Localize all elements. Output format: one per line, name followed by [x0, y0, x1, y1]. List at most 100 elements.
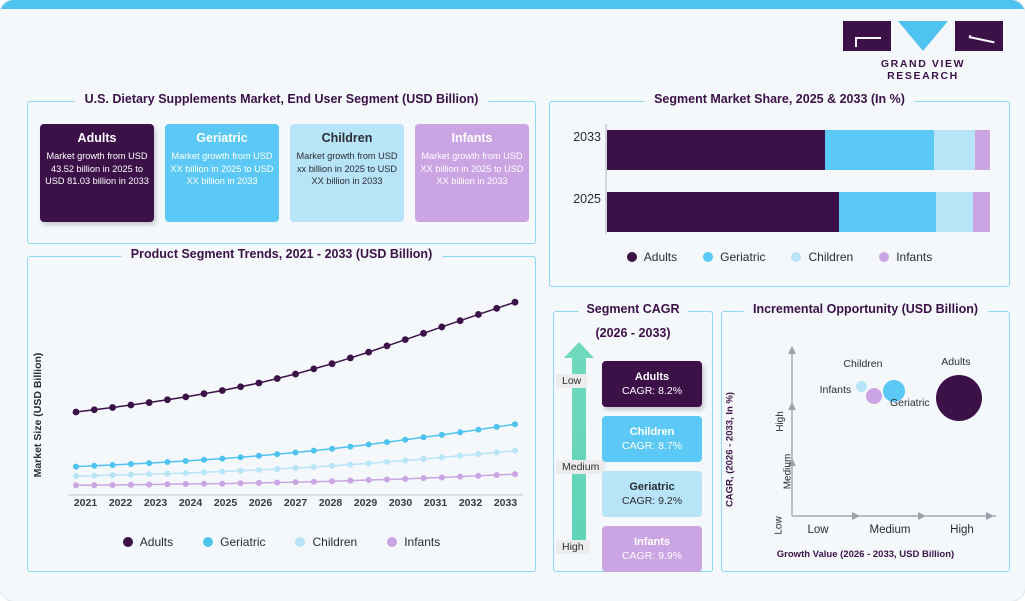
trend-line-geriatric: [75, 423, 516, 468]
opportunity-bubble-geriatric: [883, 380, 905, 403]
opportunity-x-tick-low: Low: [807, 524, 829, 536]
trend-point-adults: [145, 399, 153, 406]
cagr-scale-low: Low: [556, 374, 588, 388]
trend-point-adults: [456, 317, 464, 325]
trend-point-children: [182, 469, 189, 476]
trend-point-children: [457, 452, 464, 459]
trend-point-adults: [164, 396, 171, 404]
trend-x-tick: 2023: [143, 497, 168, 509]
trend-point-infants: [274, 479, 281, 486]
cagr-box-infants-name: Infants: [633, 536, 671, 548]
opportunity-x-tick-high: High: [950, 524, 974, 536]
logo-wordmark: GRAND VIEW RESEARCH: [880, 58, 966, 82]
opportunity-bubble-label-infants: Infants: [819, 384, 852, 397]
opportunity-x-arrow-icon-0: [852, 512, 860, 520]
trend-point-adults: [328, 360, 336, 368]
logo-marks: [843, 20, 1003, 52]
trend-point-adults: [273, 375, 281, 382]
trend-x-axis: 2021 2022 2023 2024 2025 2026 2027 2028 2029 2030…: [68, 497, 523, 509]
share-bar-label-2033: 2033: [573, 130, 601, 144]
share-legend-item-adults: Adults: [626, 250, 678, 264]
legend-label: Children: [808, 250, 854, 264]
opportunity-y-tick-medium: Medium: [782, 453, 794, 490]
share-segment-adults-2033: [607, 130, 826, 170]
trend-point-infants: [127, 481, 134, 488]
cagr-arrow-up-icon: [564, 342, 594, 358]
trend-x-tick: 2029: [353, 497, 378, 509]
trend-point-children: [127, 471, 134, 478]
trend-point-geriatric: [91, 462, 98, 469]
trend-point-infants: [182, 481, 189, 488]
trend-x-tick: 2026: [248, 497, 273, 509]
share-segment-infants-2025: [972, 192, 990, 232]
legend-label: Infants: [896, 250, 933, 264]
trend-point-infants: [201, 480, 208, 487]
trend-point-adults: [493, 304, 501, 312]
trend-point-children: [73, 473, 79, 480]
end-user-card-list: Adults Market growth from USD 43.52 bill…: [40, 124, 529, 222]
trend-legend-item-geriatric: Geriatric: [203, 535, 265, 549]
card-adults: Adults Market growth from USD 43.52 bill…: [40, 124, 154, 222]
trend-point-geriatric: [237, 454, 244, 461]
card-geriatric: Geriatric Market growth from USD XX bill…: [165, 124, 279, 222]
share-legend-item-geriatric: Geriatric: [703, 250, 765, 264]
trend-legend-item-infants: Infants: [387, 535, 440, 549]
opportunity-x-arrow-icon-2: [986, 512, 994, 520]
legend-dot-icon: [387, 537, 398, 547]
trend-point-children: [91, 472, 98, 479]
trend-point-geriatric: [402, 436, 409, 443]
trend-point-adults: [420, 329, 427, 337]
trend-point-infants: [73, 482, 79, 489]
legend-label: Geriatric: [220, 535, 266, 549]
opportunity-axes: [788, 346, 996, 520]
segment-market-share-panel: Segment Market Share, 2025 & 2033 (In %)…: [549, 92, 1010, 287]
logo-letter-v-icon: [898, 21, 948, 51]
trend-point-adults: [255, 379, 263, 387]
opportunity-bubble-adults: [936, 374, 983, 421]
cagr-scale-medium: Medium: [556, 460, 606, 474]
trend-point-adults: [346, 354, 354, 362]
trend-point-adults: [475, 311, 482, 318]
trend-point-adults: [401, 336, 409, 344]
trend-point-geriatric: [438, 431, 445, 438]
trend-x-tick: 2032: [458, 497, 483, 509]
trend-point-infants: [457, 473, 464, 480]
trend-x-tick: 2025: [213, 497, 238, 509]
cagr-box-geriatric: Geriatric CAGR: 9.2%: [602, 471, 702, 517]
trend-point-children: [292, 465, 299, 472]
trend-point-geriatric: [310, 447, 317, 454]
trend-x-tick: 2033: [493, 497, 518, 509]
share-bar-chart: 2033 2025: [573, 124, 990, 234]
trend-point-adults: [237, 383, 245, 391]
product-segment-trends-panel: Product Segment Trends, 2021 - 2033 (USD…: [27, 247, 536, 572]
cagr-box-geriatric-name: Geriatric: [629, 481, 675, 493]
trend-point-children: [438, 454, 445, 461]
share-bar-2033: 2033: [573, 130, 990, 170]
cagr-box-children-name: Children: [629, 426, 675, 438]
opportunity-bubble-label-geriatric: Geriatric: [890, 397, 930, 410]
trend-legend-item-adults: Adults: [122, 535, 174, 549]
trend-point-geriatric: [493, 423, 500, 430]
trend-point-infants: [109, 481, 116, 488]
opportunity-y-axis-label: CAGR, (2026 - 2033, In %): [724, 391, 736, 508]
cagr-box-adults-name: Adults: [634, 371, 670, 383]
trend-point-children: [365, 460, 372, 467]
opportunity-x-tick-medium: Medium: [869, 524, 911, 536]
trend-point-children: [383, 458, 390, 465]
cagr-box-children-value: CAGR: 8.7%: [621, 440, 683, 452]
legend-label: Adults: [139, 535, 174, 549]
cagr-box-geriatric-value: CAGR: 9.2%: [621, 495, 683, 507]
trend-x-tick: 2024: [178, 497, 203, 509]
trend-point-infants: [329, 478, 336, 485]
card-infants: Infants Market growth from USD XX billio…: [415, 124, 529, 222]
trend-point-geriatric: [146, 460, 153, 467]
trend-point-geriatric: [255, 452, 262, 459]
legend-label: Adults: [643, 250, 678, 264]
opportunity-y-arrow-icon-1: [788, 402, 796, 410]
trend-point-geriatric: [73, 463, 79, 470]
trend-point-children: [329, 462, 336, 469]
trend-point-adults: [200, 390, 208, 398]
card-adults-name: Adults: [77, 131, 117, 145]
logo-letter-g-icon: [843, 21, 891, 51]
